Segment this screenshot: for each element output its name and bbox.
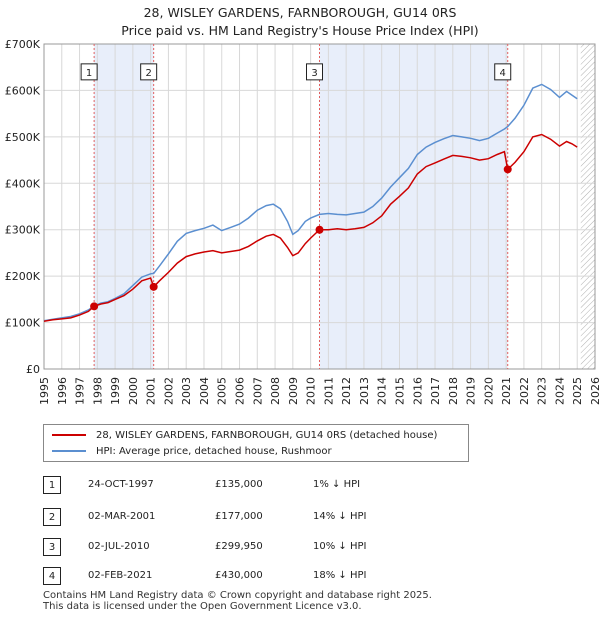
footer: Contains HM Land Registry data © Crown c… bbox=[43, 590, 432, 612]
legend-item-hpi: HPI: Average price, detached house, Rush… bbox=[52, 444, 332, 458]
x-tick-label: 2010 bbox=[305, 377, 318, 405]
forecast-hatch bbox=[580, 44, 595, 369]
x-tick-label: 2002 bbox=[162, 377, 175, 405]
transaction-date: 24-OCT-1997 bbox=[88, 479, 154, 490]
chart-subtitle: Price paid vs. HM Land Registry's House … bbox=[121, 23, 479, 38]
x-tick-label: 2006 bbox=[234, 377, 247, 405]
x-tick-label: 2022 bbox=[518, 377, 531, 405]
footer-copyright: Contains HM Land Registry data © Crown c… bbox=[43, 590, 432, 601]
transaction-price: £177,000 bbox=[215, 511, 263, 522]
purchase-label-box bbox=[494, 63, 512, 81]
x-tick-label: 1997 bbox=[74, 377, 87, 405]
x-tick-label: 2016 bbox=[411, 377, 424, 405]
x-tick-label: 2024 bbox=[553, 377, 566, 405]
x-tick-label: 2005 bbox=[216, 377, 229, 405]
x-tick-label: 2020 bbox=[482, 377, 495, 405]
transaction-date: 02-FEB-2021 bbox=[88, 570, 153, 581]
transaction-price: £299,950 bbox=[215, 541, 263, 552]
legend-swatch-price-paid bbox=[52, 434, 86, 436]
x-tick-label: 2007 bbox=[251, 377, 264, 405]
transaction-row: 1 24-OCT-1997 £135,000 1% ↓ HPI bbox=[43, 476, 463, 496]
y-tick-label: £500K bbox=[5, 131, 41, 144]
transaction-date: 02-MAR-2001 bbox=[88, 511, 156, 522]
transaction-number: 4 bbox=[43, 567, 61, 585]
transaction-date: 02-JUL-2010 bbox=[88, 541, 150, 552]
price-paid-line bbox=[43, 133, 578, 322]
transaction-number: 1 bbox=[43, 476, 61, 494]
x-tick-label: 2014 bbox=[376, 377, 389, 405]
x-tick-label: 2025 bbox=[571, 377, 584, 405]
shaded-period bbox=[94, 44, 154, 369]
legend-label-price-paid: 28, WISLEY GARDENS, FARNBOROUGH, GU14 0R… bbox=[96, 429, 438, 441]
y-tick-label: £700K bbox=[5, 38, 41, 51]
footer-license: This data is licensed under the Open Gov… bbox=[43, 601, 362, 612]
purchase-point bbox=[503, 165, 512, 174]
x-tick-label: 1995 bbox=[38, 377, 51, 405]
x-tick-label: 2013 bbox=[358, 377, 371, 405]
y-tick-label: £300K bbox=[5, 224, 41, 237]
purchase-label-box bbox=[140, 63, 158, 81]
x-tick-label: 2008 bbox=[269, 377, 282, 405]
transaction-row: 2 02-MAR-2001 £177,000 14% ↓ HPI bbox=[43, 508, 463, 528]
y-tick-label: £200K bbox=[5, 270, 41, 283]
transaction-number: 3 bbox=[43, 538, 61, 556]
purchase-label: 1 bbox=[86, 68, 92, 79]
x-tick-label: 2023 bbox=[536, 377, 549, 405]
chart-area: £0 £100K £200K £300K £400K £500K £600K £700K 199… bbox=[5, 38, 600, 405]
y-tick-label: £0 bbox=[26, 363, 40, 376]
x-tick-label: 2018 bbox=[447, 377, 460, 405]
legend: 28, WISLEY GARDENS, FARNBOROUGH, GU14 0R… bbox=[43, 424, 469, 462]
transaction-number: 2 bbox=[43, 508, 61, 526]
transaction-hpi-diff: 10% ↓ HPI bbox=[313, 541, 367, 552]
x-tick-label: 2001 bbox=[145, 377, 158, 405]
x-tick-label: 2015 bbox=[393, 377, 406, 405]
transaction-row: 3 02-JUL-2010 £299,950 10% ↓ HPI bbox=[43, 538, 463, 558]
hpi-line bbox=[43, 83, 578, 322]
x-tick-label: 1999 bbox=[109, 377, 122, 405]
purchase-label-box bbox=[80, 63, 98, 81]
transaction-hpi-diff: 18% ↓ HPI bbox=[313, 570, 367, 581]
legend-swatch-hpi bbox=[52, 450, 86, 452]
x-tick-label: 2000 bbox=[127, 377, 140, 405]
shaded-period bbox=[319, 44, 508, 369]
purchase-label: 2 bbox=[145, 68, 151, 79]
x-tick-label: 2026 bbox=[589, 377, 600, 405]
x-tick-label: 2021 bbox=[500, 377, 513, 405]
transaction-hpi-diff: 1% ↓ HPI bbox=[313, 479, 361, 490]
x-tick-label: 2019 bbox=[465, 377, 478, 405]
transaction-price: £430,000 bbox=[215, 570, 263, 581]
purchase-point bbox=[90, 302, 99, 311]
x-tick-label: 1996 bbox=[56, 377, 69, 405]
purchase-point bbox=[315, 225, 324, 234]
legend-label-hpi: HPI: Average price, detached house, Rush… bbox=[96, 445, 332, 457]
purchase-label: 3 bbox=[311, 68, 317, 79]
y-tick-label: £600K bbox=[5, 84, 41, 97]
purchase-label-box bbox=[306, 63, 323, 81]
transaction-row: 4 02-FEB-2021 £430,000 18% ↓ HPI bbox=[43, 567, 463, 587]
purchase-label: 4 bbox=[500, 68, 506, 79]
y-tick-label: £100K bbox=[5, 317, 41, 330]
x-tick-label: 2004 bbox=[198, 377, 211, 405]
x-tick-label: 2009 bbox=[287, 377, 300, 405]
purchase-point bbox=[149, 282, 158, 291]
chart-title: 28, WISLEY GARDENS, FARNBOROUGH, GU14 0R… bbox=[143, 5, 457, 20]
x-tick-label: 2017 bbox=[429, 377, 442, 405]
x-tick-label: 2003 bbox=[180, 377, 193, 405]
legend-item-price-paid: 28, WISLEY GARDENS, FARNBOROUGH, GU14 0R… bbox=[52, 428, 437, 442]
y-tick-label: £400K bbox=[5, 177, 41, 190]
transaction-price: £135,000 bbox=[215, 479, 263, 490]
x-tick-label: 1998 bbox=[91, 377, 104, 405]
x-tick-label: 2011 bbox=[322, 377, 335, 405]
x-tick-label: 2012 bbox=[340, 377, 353, 405]
transaction-hpi-diff: 14% ↓ HPI bbox=[313, 511, 367, 522]
